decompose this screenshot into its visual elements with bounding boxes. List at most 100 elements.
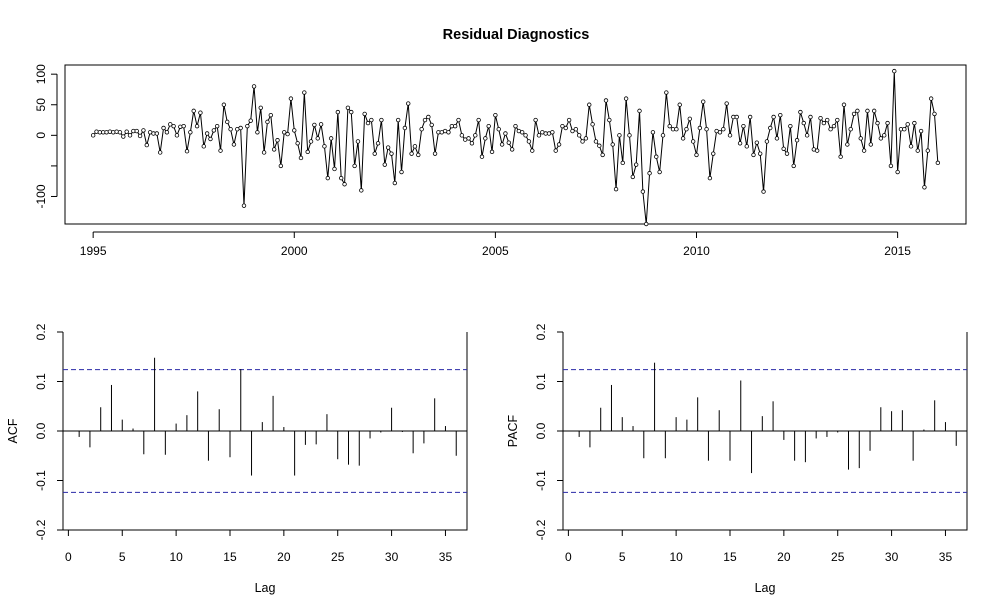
residual-point bbox=[503, 131, 508, 136]
pacf-x-tick-label: 10 bbox=[669, 550, 683, 564]
residual-point bbox=[761, 189, 766, 194]
residual-point bbox=[258, 105, 263, 111]
residual-point bbox=[157, 150, 163, 155]
residual-point bbox=[473, 133, 478, 138]
acf-x-tick-label: 30 bbox=[385, 550, 399, 564]
residual-point bbox=[432, 151, 438, 156]
residual-point bbox=[928, 96, 934, 101]
residual-point bbox=[325, 175, 330, 181]
residual-point bbox=[352, 163, 357, 169]
residual-point bbox=[727, 133, 733, 138]
residual-point bbox=[744, 144, 749, 149]
residual-point bbox=[194, 123, 200, 129]
residual-point bbox=[204, 131, 210, 136]
residual-point bbox=[493, 112, 498, 118]
residual-point bbox=[623, 96, 629, 101]
residual-point bbox=[117, 130, 123, 135]
residual-point bbox=[784, 151, 790, 156]
residual-point bbox=[422, 117, 428, 123]
residual-point bbox=[757, 151, 763, 156]
residual-point bbox=[161, 125, 166, 131]
residual-point bbox=[476, 117, 481, 123]
residual-point bbox=[315, 136, 320, 141]
residual-point bbox=[627, 133, 632, 138]
residual-point bbox=[241, 203, 247, 208]
residual-point bbox=[918, 128, 924, 134]
residual-point bbox=[399, 169, 404, 175]
residual-point bbox=[690, 139, 696, 144]
residual-point bbox=[372, 151, 377, 156]
residual-point bbox=[804, 133, 810, 138]
plot-frame bbox=[64, 64, 967, 225]
residual-point bbox=[570, 128, 575, 134]
residual-point bbox=[593, 139, 599, 144]
residual-point bbox=[409, 151, 414, 156]
residual-point bbox=[127, 133, 133, 138]
residual-point bbox=[647, 171, 652, 176]
residual-point bbox=[704, 127, 709, 132]
residual-point bbox=[925, 148, 930, 153]
residual-point bbox=[489, 149, 495, 155]
residual-point bbox=[794, 138, 800, 143]
residual-point bbox=[288, 96, 294, 101]
residual-point bbox=[141, 128, 146, 133]
residual-point bbox=[392, 180, 398, 186]
residual-point bbox=[721, 127, 726, 132]
residual-point bbox=[265, 119, 270, 125]
residual-point bbox=[717, 130, 723, 135]
pacf-x-tick-label: 15 bbox=[723, 550, 737, 564]
residual-point bbox=[707, 175, 713, 181]
residual-point bbox=[791, 163, 796, 169]
residual-point bbox=[633, 162, 639, 167]
residual-point bbox=[523, 133, 528, 138]
residual-point bbox=[479, 154, 485, 159]
residual-point bbox=[526, 139, 532, 144]
residual-point bbox=[737, 141, 743, 146]
residual-point bbox=[184, 149, 190, 154]
pacf-x-tick-label: 20 bbox=[777, 550, 791, 564]
residual-point bbox=[218, 148, 223, 153]
residual-point bbox=[861, 148, 867, 153]
residual-point bbox=[211, 128, 217, 133]
residual-point bbox=[308, 139, 314, 144]
y-tick-label: -100 bbox=[34, 184, 48, 208]
residual-point bbox=[369, 117, 374, 123]
residual-point bbox=[412, 144, 418, 149]
x-tick-label: 2015 bbox=[884, 244, 911, 258]
residual-point bbox=[426, 114, 431, 120]
y-tick-label: 50 bbox=[34, 98, 48, 112]
y-tick-label: 0 bbox=[34, 132, 48, 139]
residual-point bbox=[483, 136, 488, 141]
residual-point bbox=[553, 148, 558, 153]
residual-point bbox=[298, 155, 304, 161]
residual-point bbox=[814, 148, 820, 153]
residual-point bbox=[225, 119, 230, 125]
residual-point bbox=[328, 136, 334, 141]
residual-point bbox=[282, 130, 287, 135]
residual-point bbox=[342, 182, 347, 187]
acf-x-axis-label: Lag bbox=[255, 581, 276, 595]
residual-point bbox=[550, 130, 555, 135]
residual-point bbox=[533, 117, 538, 123]
residual-point bbox=[674, 127, 679, 132]
residual-point bbox=[801, 120, 806, 126]
residual-point bbox=[245, 123, 250, 129]
residual-point bbox=[603, 98, 609, 103]
acf-y-axis-label: ACF bbox=[6, 418, 20, 443]
residual-point bbox=[892, 68, 897, 74]
residual-point bbox=[607, 117, 612, 123]
acf-x-tick-label: 10 bbox=[169, 550, 183, 564]
residual-point bbox=[781, 146, 786, 151]
residual-point bbox=[566, 117, 572, 123]
residual-point bbox=[362, 111, 367, 117]
acf-y-tick-label: -0.2 bbox=[34, 519, 48, 540]
pacf-y-tick-label: -0.2 bbox=[534, 519, 548, 540]
residual-point bbox=[486, 123, 491, 129]
residual-point bbox=[650, 130, 656, 135]
residual-point bbox=[576, 133, 582, 138]
residual-point bbox=[865, 108, 870, 114]
acf-y-tick-label: -0.1 bbox=[34, 470, 48, 491]
residual-point bbox=[429, 122, 434, 128]
residual-point bbox=[687, 116, 692, 122]
